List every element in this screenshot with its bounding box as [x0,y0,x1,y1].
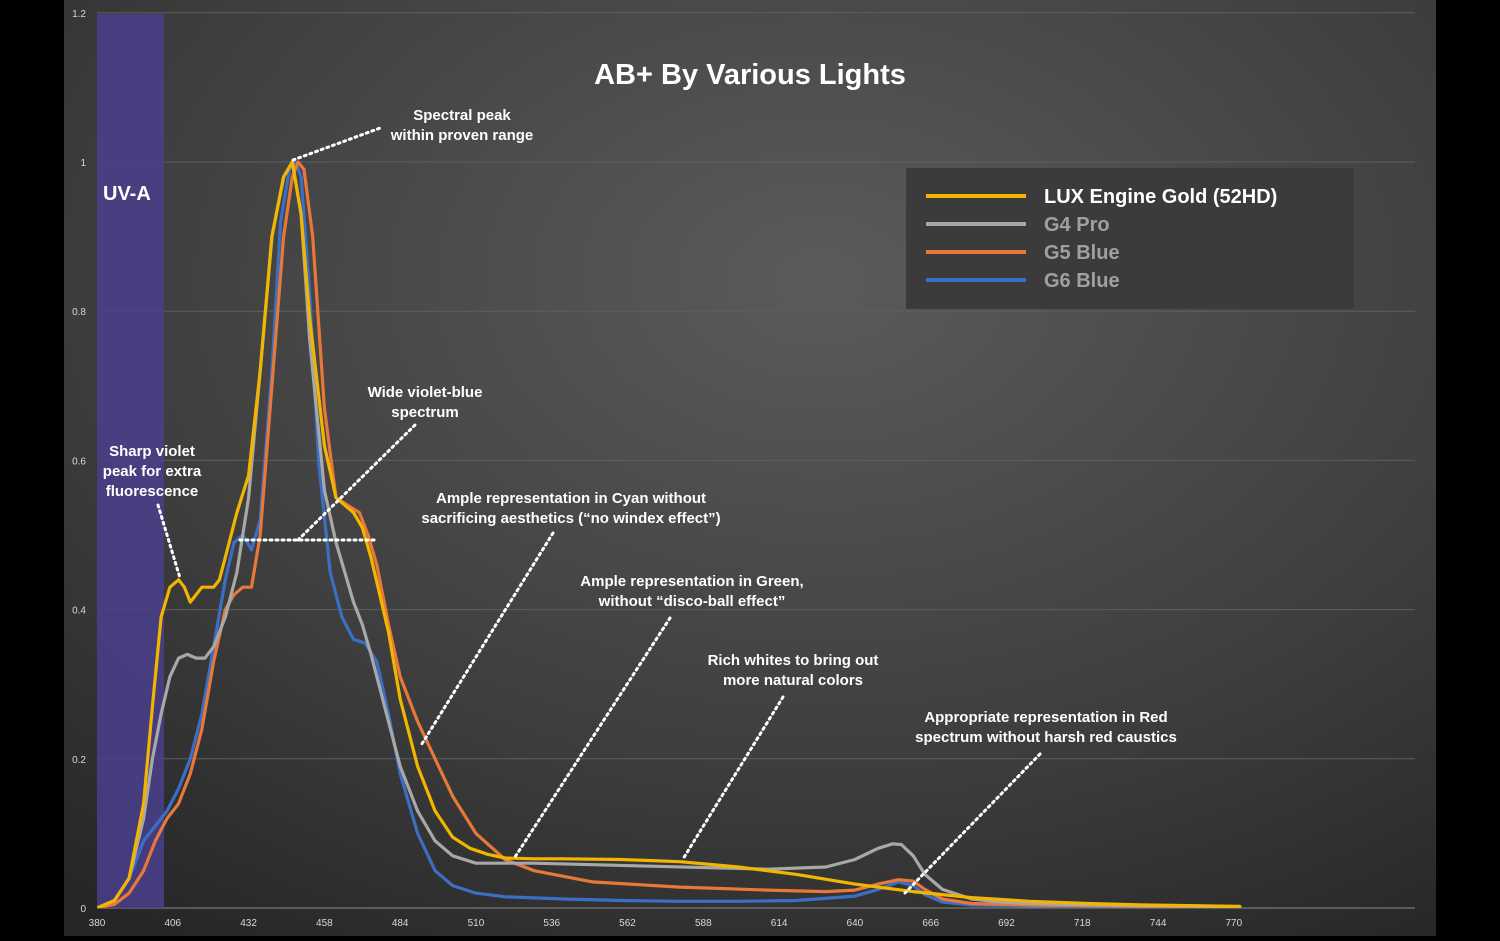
tick-labels: 0 0.2 0.4 0.6 0.8 1 1.2 380 406 432 458 484 510 536 56… [72,9,1243,929]
annotation-text-whites: more natural colors [723,672,863,689]
annotation-text-violet: fluorescence [106,483,199,500]
y-tick-label: 1.2 [72,9,86,20]
uv-a-band [97,14,165,908]
x-tick-label: 380 [89,918,106,929]
series-layer [97,160,1242,908]
annotation-text-cyan: Ample representation in Cyan without [436,490,706,507]
x-tick-label: 562 [619,918,636,929]
annotation-leader [291,125,385,162]
annotation-leader [903,752,1042,895]
legend-label: G6 Blue [1044,270,1120,292]
annotation-leader [156,503,182,580]
plot-background [64,0,1436,936]
annotation-text-peak: within proven range [390,127,534,144]
series-line-g6-blue [97,160,1242,908]
y-tick-label: 0.2 [72,755,86,766]
annotations: Spectral peak within proven range Wide vio… [103,107,1177,895]
annotation-text-red: Appropriate representation in Red [924,709,1167,726]
y-tick-label: 0.8 [72,307,86,318]
legend-label: LUX Engine Gold (52HD) [1044,186,1277,208]
series-line-g5-blue [97,160,1242,908]
x-tick-label: 536 [543,918,560,929]
annotation-text-violet: Sharp violet [109,443,195,460]
annotation-text-wide: Wide violet-blue [368,384,483,401]
series-line-g4-pro [97,160,1242,908]
series-line-lux-engine-gold-52hd- [97,160,1242,908]
annotation-leader [296,423,417,542]
annotation-text-cyan: sacrificing aesthetics (“no windex effec… [421,510,720,527]
annotation-text-whites: Rich whites to bring out [708,652,879,669]
x-tick-label: 432 [240,918,257,929]
y-tick-label: 0 [80,904,86,915]
annotation-text-green: without “disco-ball effect” [598,593,786,610]
annotation-text-violet: peak for extra [103,463,202,480]
y-tick-label: 0.4 [72,606,86,617]
x-tick-label: 588 [695,918,712,929]
x-tick-label: 640 [847,918,864,929]
x-tick-label: 770 [1226,918,1243,929]
x-tick-label: 614 [771,918,788,929]
chart-title: AB+ By Various Lights [594,59,906,91]
y-tick-label: 0.6 [72,456,86,467]
annotation-leader [513,616,672,859]
annotation-text-green: Ample representation in Green, [580,573,803,590]
legend-box [906,168,1354,309]
x-tick-label: 406 [164,918,181,929]
x-tick-label: 458 [316,918,333,929]
uv-a-label: UV-A [103,183,151,205]
annotation-text-wide: spectrum [391,404,459,421]
legend-label: G4 Pro [1044,214,1110,236]
x-tick-label: 718 [1074,918,1091,929]
annotation-leader [681,695,785,861]
x-tick-label: 744 [1150,918,1167,929]
legend: LUX Engine Gold (52HD) G4 Pro G5 Blue G6 Bl… [906,168,1354,309]
annotation-leader [418,531,555,749]
x-tick-label: 692 [998,918,1015,929]
x-tick-label: 484 [392,918,409,929]
y-tick-label: 1 [80,158,86,169]
x-tick-label: 666 [922,918,939,929]
annotation-text-red: spectrum without harsh red caustics [915,729,1177,746]
uv-band-layer: UV-A [97,14,165,908]
x-tick-label: 510 [468,918,485,929]
legend-label: G5 Blue [1044,242,1120,264]
annotation-text-peak: Spectral peak [413,107,511,124]
